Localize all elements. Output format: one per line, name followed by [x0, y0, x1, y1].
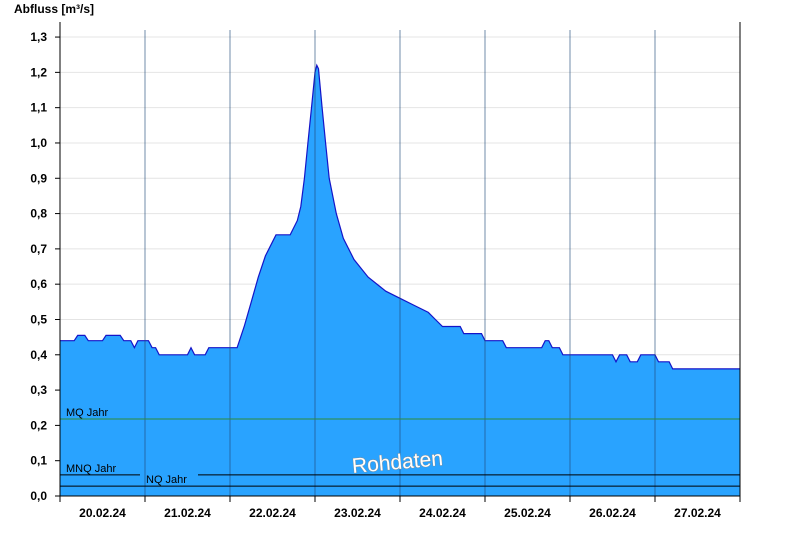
- y-tick-label: 1,2: [30, 65, 47, 79]
- y-tick-label: 0,7: [30, 242, 47, 256]
- y-tick-label: 1,1: [30, 101, 47, 115]
- reference-lines: MQ Jahr MNQ Jahr NQ Jahr: [60, 407, 740, 487]
- reference-line-label: MNQ Jahr: [66, 463, 116, 475]
- chart-title: Abfluss [m³/s]: [14, 2, 94, 16]
- y-tick-label: 0,1: [30, 454, 47, 468]
- y-tick-label: 0,4: [30, 348, 47, 362]
- x-tick-label: 23.02.24: [334, 506, 381, 520]
- y-tick-label: 0,8: [30, 207, 47, 221]
- y-tick-label: 0,5: [30, 312, 47, 326]
- x-tick-label: 26.02.24: [589, 506, 636, 520]
- x-tick-label: 25.02.24: [504, 506, 551, 520]
- x-tick-label: 22.02.24: [249, 506, 296, 520]
- reference-line-label: MQ Jahr: [66, 407, 109, 419]
- y-tick-label: 0,3: [30, 383, 47, 397]
- y-tick-label: 0,0: [30, 489, 47, 503]
- x-tick-label: 27.02.24: [674, 506, 721, 520]
- y-tick-label: 0,6: [30, 277, 47, 291]
- day-lines: [144, 30, 656, 496]
- reference-line-label: NQ Jahr: [146, 474, 187, 486]
- x-axis-ticks: 20.02.24 21.02.24 22.02.24 23.02.24 24.02.24…: [59, 496, 741, 520]
- x-tick-label: 20.02.24: [79, 506, 126, 520]
- y-tick-label: 0,2: [30, 418, 47, 432]
- y-axis-ticks: 0,0 0,1 0,2 0,3 0,4 0,5 0,6 0,7 0,8 0,9 1,0 1,1 1,2 1…: [30, 30, 60, 503]
- y-tick-label: 0,9: [30, 171, 47, 185]
- x-tick-label: 24.02.24: [419, 506, 466, 520]
- discharge-line: [60, 63, 740, 370]
- y-tick-label: 1,3: [30, 30, 47, 44]
- x-tick-label: 21.02.24: [164, 506, 211, 520]
- y-tick-label: 1,0: [30, 136, 47, 150]
